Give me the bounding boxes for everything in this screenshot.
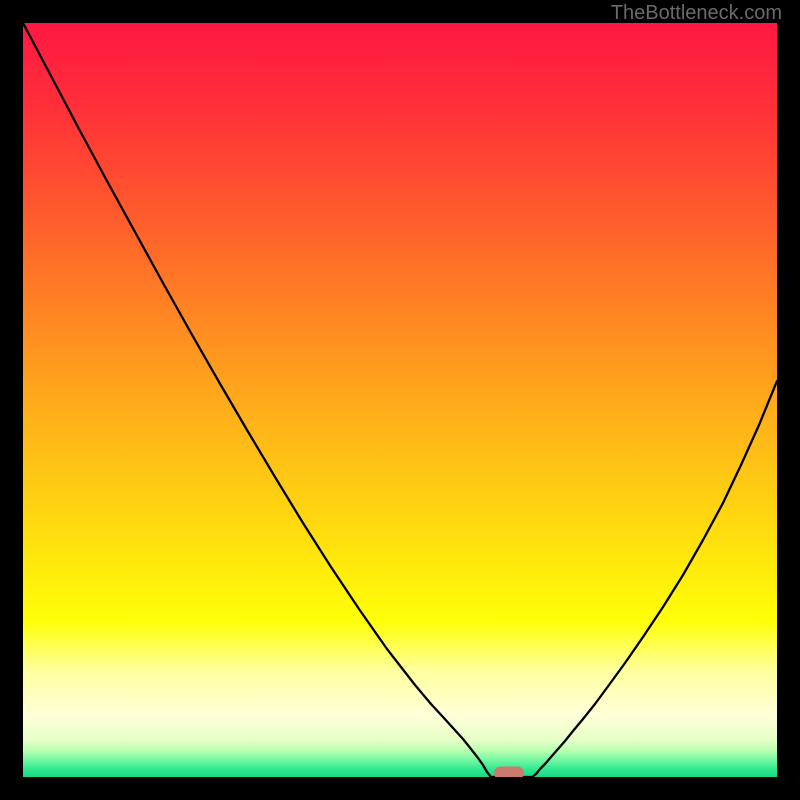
attribution-label: TheBottleneck.com xyxy=(611,2,782,25)
chart-container: TheBottleneck.com xyxy=(0,0,800,800)
bottleneck-chart-svg xyxy=(23,23,777,777)
plot-area xyxy=(23,23,777,777)
optimal-marker xyxy=(494,767,524,778)
